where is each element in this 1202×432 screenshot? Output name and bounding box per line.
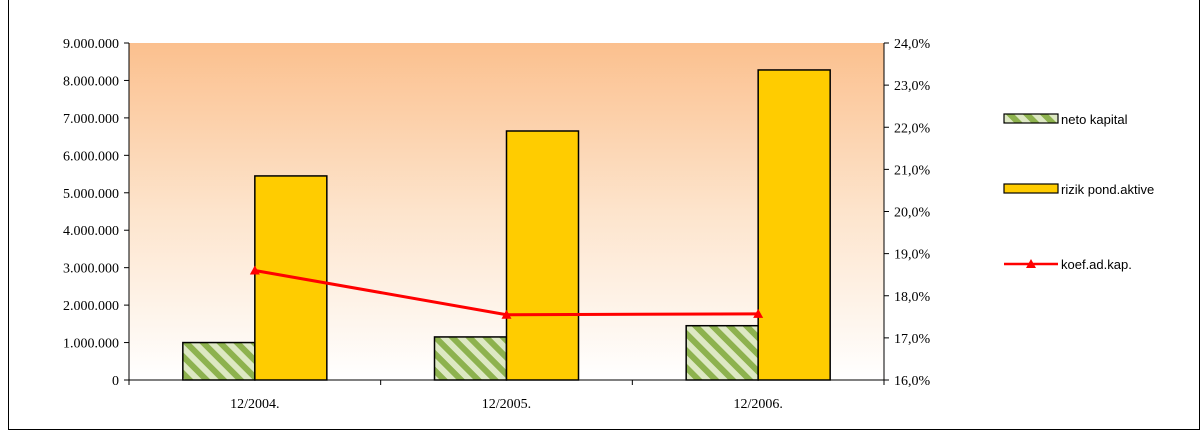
y-tick-label-right: 23,0% bbox=[894, 79, 931, 94]
y-tick-label-right: 20,0% bbox=[894, 206, 931, 221]
legend-label: neto kapital bbox=[1061, 112, 1128, 127]
chart-frame: 0 1.000.000 2.000.000 3.000.000 4.000.000 5.0… bbox=[8, 0, 1200, 430]
x-tick-label: 12/2004. bbox=[230, 397, 279, 412]
y-tick-label-right: 18,0% bbox=[894, 290, 931, 305]
y-tick-label-right: 21,0% bbox=[894, 163, 931, 178]
y-tick-label-right: 24,0% bbox=[894, 37, 931, 52]
line-point-marker bbox=[501, 309, 512, 319]
x-tick-label: 12/2005. bbox=[482, 397, 531, 412]
legend: neto kapital rizik pond.aktive koef.ad.kap… bbox=[1003, 112, 1154, 272]
x-tick-label: 12/2006. bbox=[733, 397, 782, 412]
line-point-marker bbox=[753, 308, 764, 318]
bar-neto-kapital bbox=[433, 336, 508, 381]
line-series bbox=[249, 265, 764, 319]
y-tick-label-right: 22,0% bbox=[894, 121, 931, 136]
y-tick-label-left: 8.000.000 bbox=[63, 74, 119, 89]
y-tick-label-left: 0 bbox=[112, 374, 119, 389]
tick-labels: 0 1.000.000 2.000.000 3.000.000 4.000.000 5.0… bbox=[63, 37, 931, 412]
legend-label: koef.ad.kap. bbox=[1061, 257, 1132, 272]
y-tick-label-left: 3.000.000 bbox=[63, 262, 119, 277]
y-tick-label-left: 4.000.000 bbox=[63, 224, 119, 239]
legend-marker bbox=[1026, 259, 1036, 268]
chart: 0 1.000.000 2.000.000 3.000.000 4.000.000 5.0… bbox=[63, 37, 1154, 412]
y-tick-label-right: 19,0% bbox=[894, 248, 931, 263]
legend-label: rizik pond.aktive bbox=[1061, 182, 1154, 197]
bar-neto-kapital bbox=[685, 324, 759, 381]
legend-swatch bbox=[1003, 183, 1059, 194]
y-tick-label-left: 7.000.000 bbox=[63, 112, 119, 127]
y-tick-label-left: 9.000.000 bbox=[63, 37, 119, 52]
y-tick-label-right: 16,0% bbox=[894, 374, 931, 389]
bar-rizik-pond-aktive bbox=[757, 69, 831, 381]
bars bbox=[182, 69, 831, 381]
bar-neto-kapital bbox=[182, 341, 256, 381]
y-tick-label-left: 1.000.000 bbox=[63, 337, 119, 352]
y-tick-label-left: 2.000.000 bbox=[63, 299, 119, 314]
y-tick-label-left: 5.000.000 bbox=[63, 187, 119, 202]
y-tick-label-right: 17,0% bbox=[894, 332, 931, 347]
y-tick-label-left: 6.000.000 bbox=[63, 149, 119, 164]
legend-swatch bbox=[1003, 113, 1059, 124]
line-point-marker bbox=[249, 265, 260, 275]
bar-rizik-pond-aktive bbox=[505, 130, 580, 381]
